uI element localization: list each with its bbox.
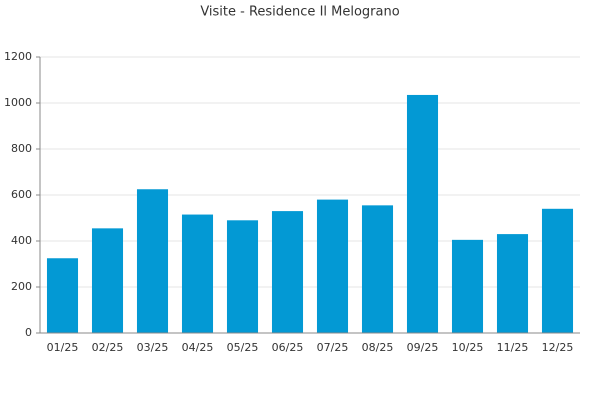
- x-tick-label: 02/25: [92, 341, 124, 354]
- x-tick-label: 09/25: [407, 341, 439, 354]
- y-tick-label: 1200: [4, 50, 32, 63]
- x-tick-label: 05/25: [227, 341, 259, 354]
- y-tick-label: 800: [11, 142, 32, 155]
- bar: [361, 205, 394, 333]
- y-tick-label: 400: [11, 234, 32, 247]
- bar: [46, 258, 79, 333]
- bar: [406, 94, 439, 333]
- x-tick-label: 10/25: [452, 341, 484, 354]
- x-tick-label: 04/25: [182, 341, 214, 354]
- bar: [496, 234, 529, 333]
- chart-title: Visite - Residence Il Melograno: [200, 5, 399, 20]
- y-tick-label: 0: [25, 326, 32, 339]
- x-tick-label: 03/25: [137, 341, 169, 354]
- bar: [451, 239, 484, 333]
- bar: [136, 189, 169, 333]
- y-tick-label: 600: [11, 188, 32, 201]
- x-tick-label: 11/25: [497, 341, 529, 354]
- x-tick-label: 12/25: [542, 341, 574, 354]
- x-tick-label: 06/25: [272, 341, 304, 354]
- bar: [91, 228, 124, 333]
- bar: [226, 220, 259, 333]
- x-tick-label: 07/25: [317, 341, 349, 354]
- y-tick-label: 1000: [4, 96, 32, 109]
- bar: [316, 199, 349, 333]
- x-tick-label: 08/25: [362, 341, 394, 354]
- bar: [181, 214, 214, 333]
- y-tick-label: 200: [11, 280, 32, 293]
- x-tick-label: 01/25: [47, 341, 79, 354]
- bar: [271, 211, 304, 333]
- bar: [541, 208, 574, 333]
